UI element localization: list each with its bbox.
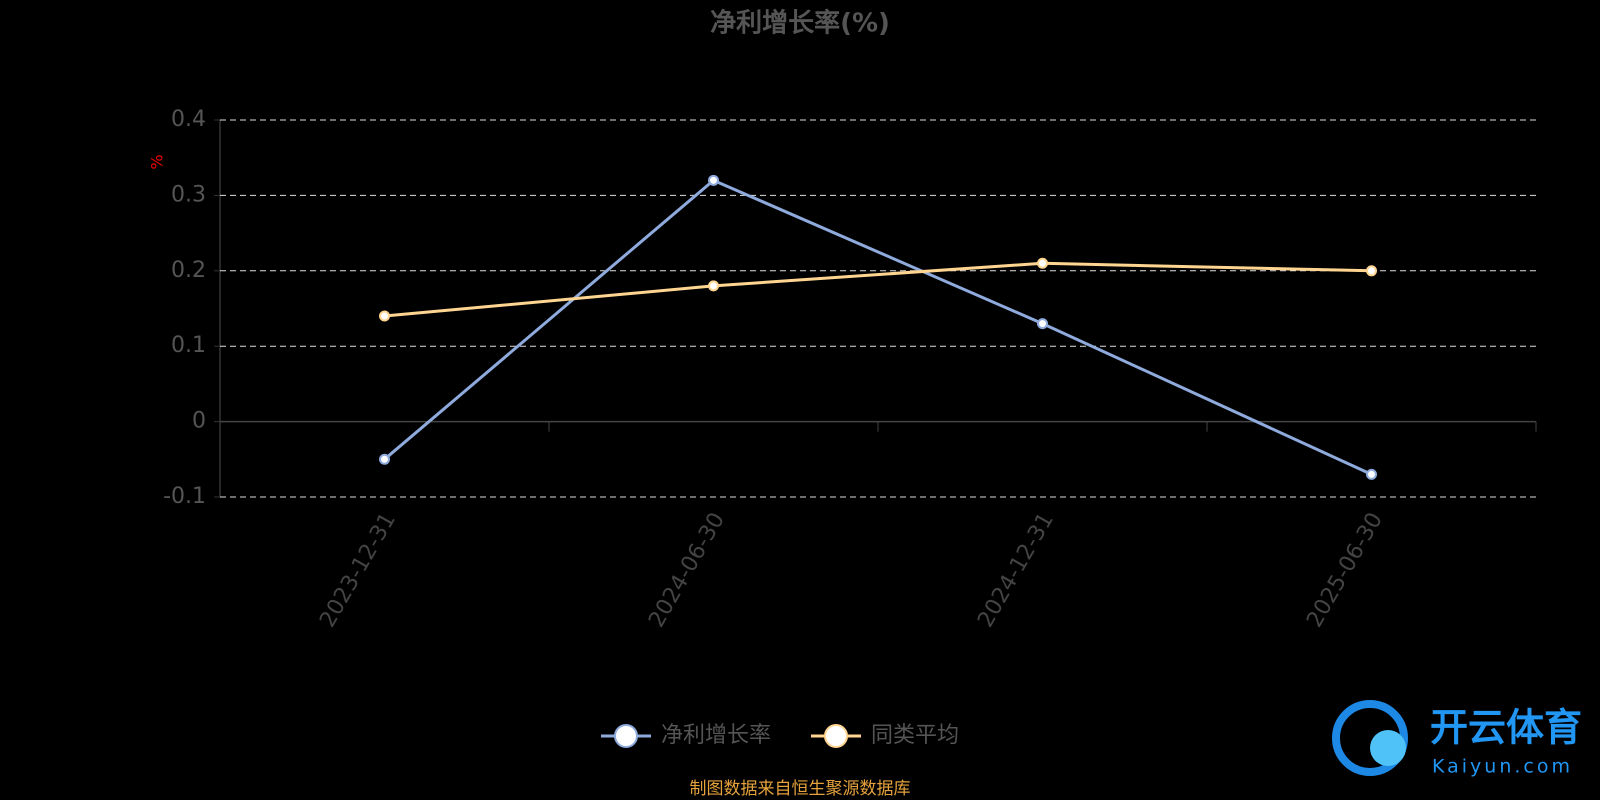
- y-tick-label: 0.2: [171, 258, 206, 283]
- chart-title: 净利增长率(%): [710, 8, 890, 39]
- y-tick-label: 0.4: [171, 107, 206, 132]
- data-point: [708, 280, 719, 292]
- y-axis-label: %: [148, 154, 167, 169]
- x-tick-label: 2024-12-31: [973, 509, 1059, 632]
- x-tick-label: 2024-06-30: [644, 509, 730, 632]
- data-point: [708, 174, 719, 186]
- y-tick-label: 0.1: [171, 333, 206, 358]
- watermark: 开云体育 Kaiyun.com: [1332, 700, 1582, 778]
- data-point: [379, 453, 390, 465]
- data-point: [1366, 265, 1377, 277]
- source-note: 制图数据来自恒生聚源数据库: [690, 779, 911, 799]
- data-point: [1366, 468, 1377, 480]
- series-line: [383, 178, 1373, 476]
- x-tick-label: 2023-12-31: [315, 509, 401, 632]
- data-point: [1037, 257, 1048, 269]
- data-point: [1037, 318, 1048, 330]
- legend-marker: [614, 724, 638, 748]
- legend-label[interactable]: 同类平均: [871, 723, 959, 748]
- data-point: [379, 310, 390, 322]
- watermark-ball: [1370, 730, 1406, 766]
- legend-label[interactable]: 净利增长率: [661, 723, 771, 748]
- x-tick-label: 2025-06-30: [1302, 509, 1388, 632]
- watermark-title: 开云体育: [1430, 706, 1582, 750]
- y-tick-label: 0: [192, 409, 206, 434]
- y-tick-label: 0.3: [171, 182, 206, 207]
- y-tick-label: -0.1: [163, 484, 206, 509]
- series-line: [384, 261, 1372, 318]
- watermark-subtitle: Kaiyun.com: [1432, 756, 1573, 778]
- watermark-logo: [1332, 700, 1408, 776]
- legend-marker: [824, 724, 848, 748]
